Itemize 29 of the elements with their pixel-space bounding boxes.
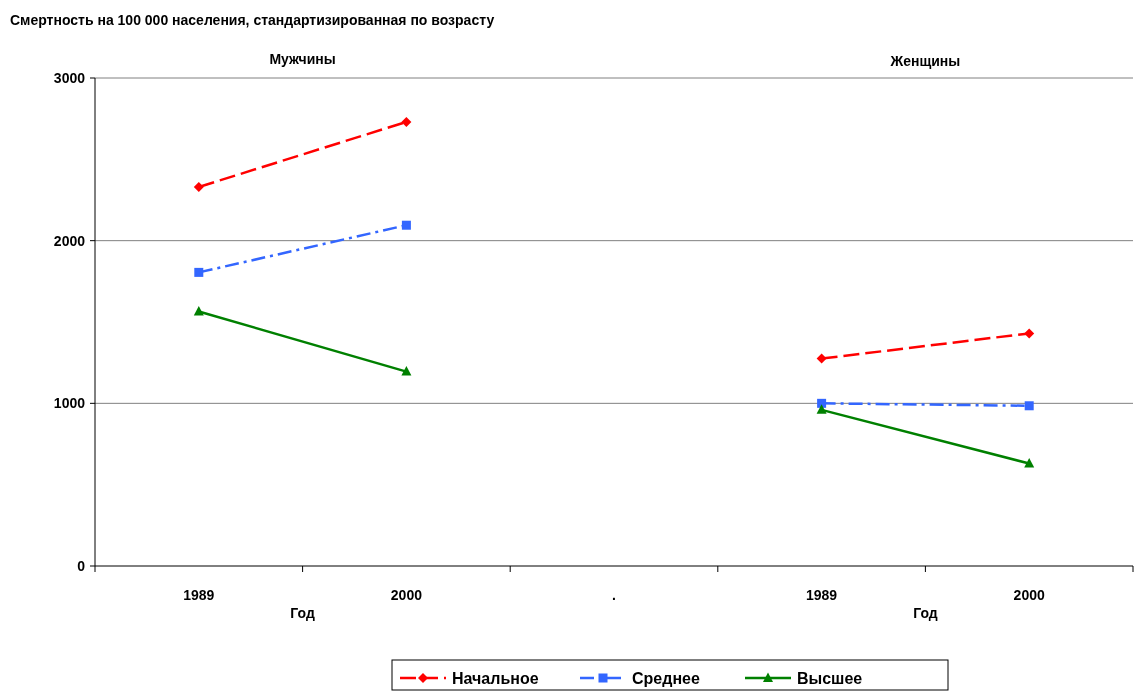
chart-title: Смертность на 100 000 населения, стандартизированная по возрасту <box>10 12 495 28</box>
text: Год <box>290 605 315 621</box>
x-tick-label: 2000 <box>1013 587 1045 603</box>
point <box>816 404 827 414</box>
point <box>193 181 204 192</box>
point <box>194 267 204 277</box>
point <box>401 366 412 376</box>
y-tick-label: 0 <box>77 558 86 574</box>
y-tick-label: 2000 <box>53 232 86 249</box>
point <box>1024 401 1034 411</box>
text: Год <box>913 605 938 621</box>
legend-label: Высшее <box>797 670 863 687</box>
point <box>1024 328 1035 339</box>
legend-label: Начальное <box>452 670 539 687</box>
point <box>401 220 411 230</box>
text: Женщины <box>889 53 961 69</box>
point <box>1024 458 1035 468</box>
text: Мужчины <box>269 51 336 67</box>
x-tick-label: 1989 <box>183 587 215 603</box>
point <box>817 398 827 408</box>
legend-label: Среднее <box>632 670 700 687</box>
x-tick-label: . <box>612 587 616 603</box>
x-tick-label: 1989 <box>806 587 838 603</box>
point <box>401 116 412 127</box>
y-tick-label: 1000 <box>53 395 86 412</box>
y-tick-label: 3000 <box>53 70 86 86</box>
point <box>816 353 827 364</box>
point <box>193 305 204 316</box>
x-tick-label: 2000 <box>390 587 423 603</box>
